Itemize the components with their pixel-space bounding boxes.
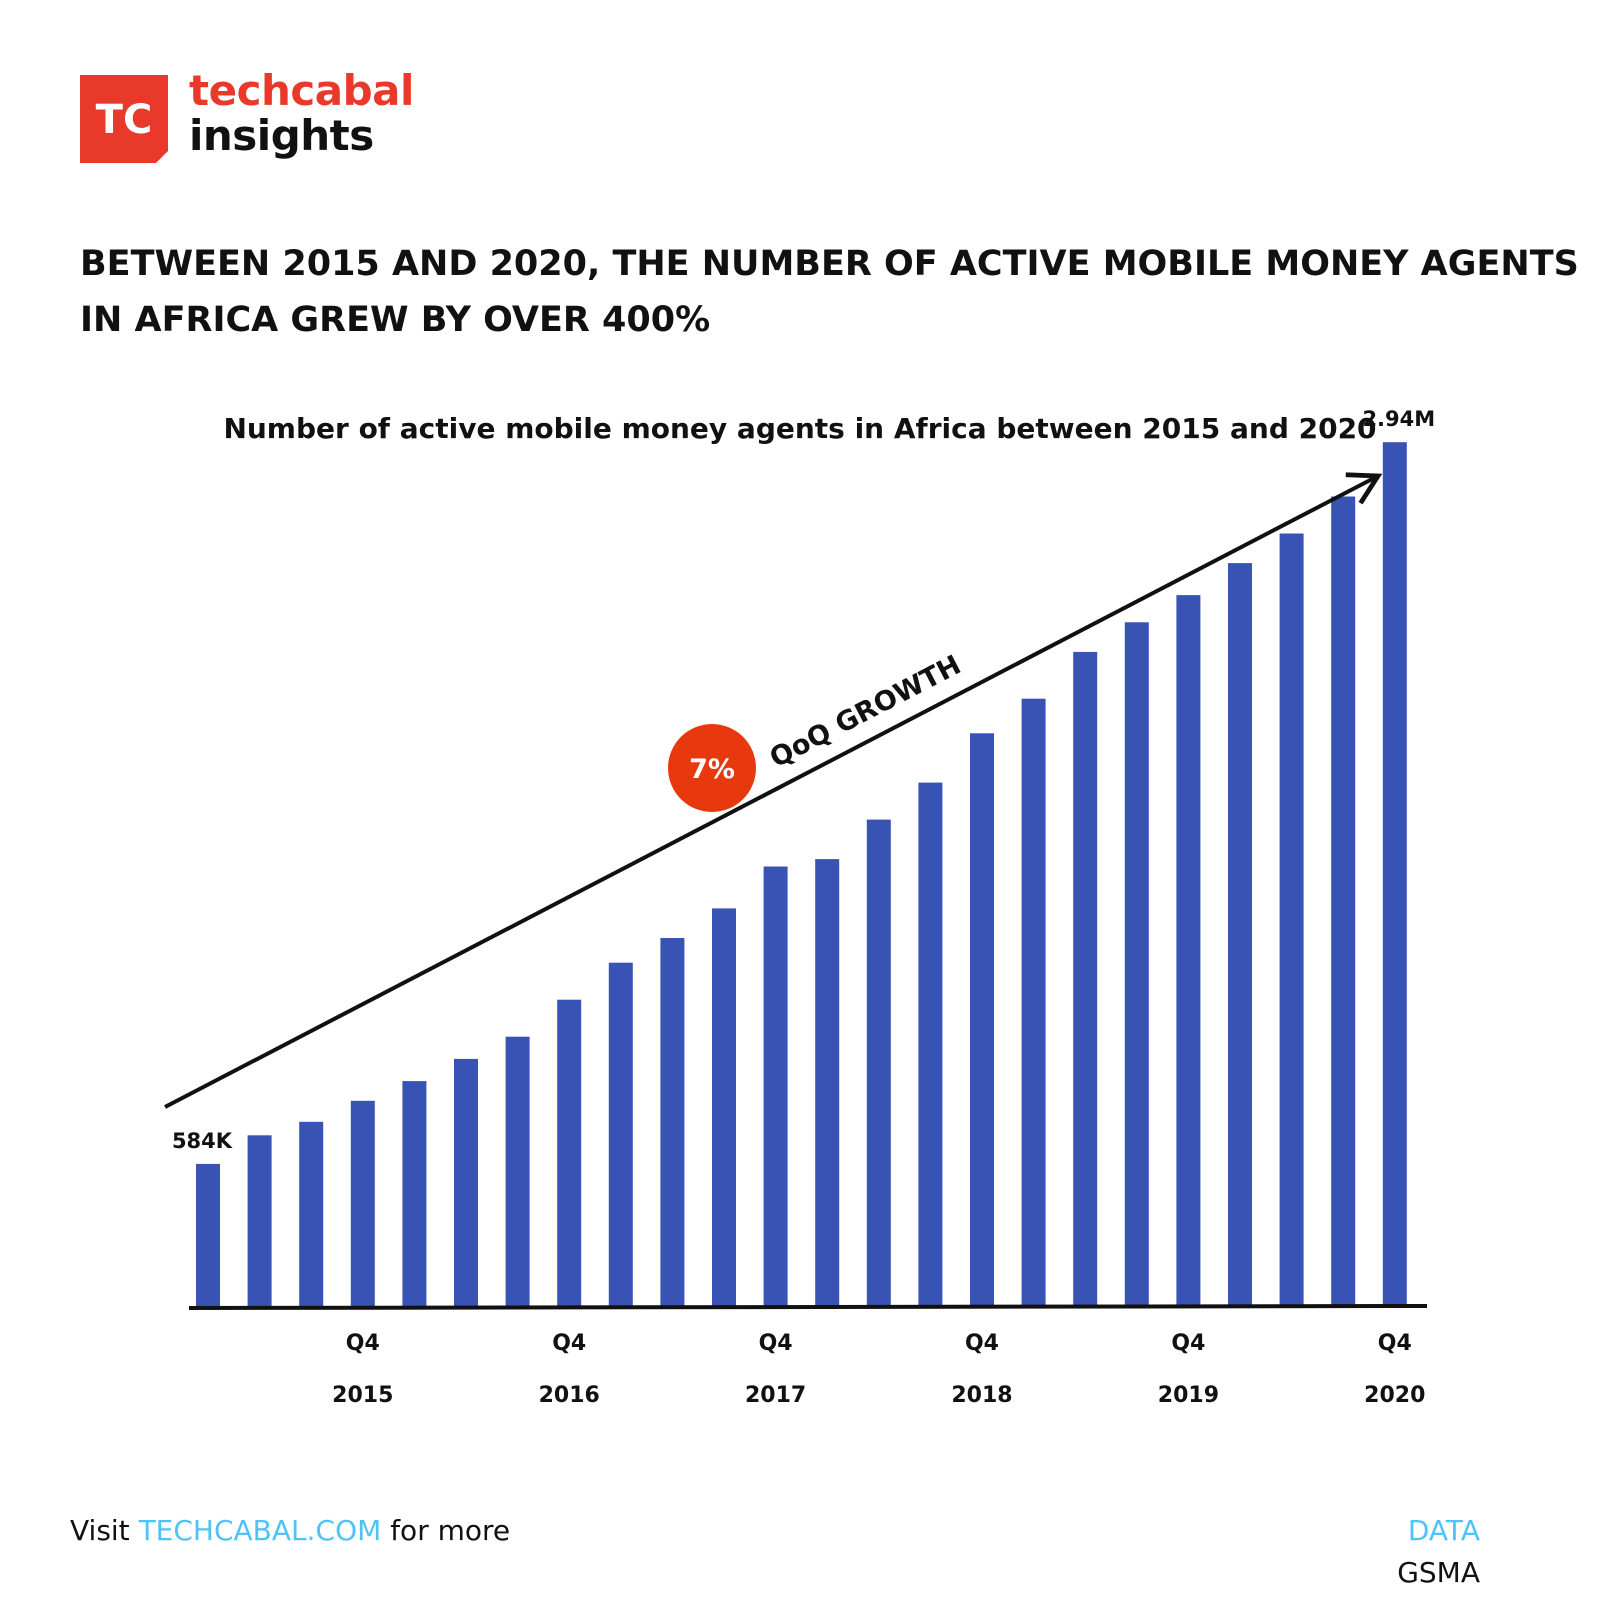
- x-axis-ticks: Q4 2015 Q4 2016 Q4 2017 Q4 2018 Q4 2019 Q4 2020: [332, 1331, 1425, 1408]
- tick-quarter-2020: Q4: [1378, 1331, 1412, 1356]
- bar-q1-2015: [196, 1163, 220, 1308]
- bar-q3-2016: [505, 1036, 530, 1308]
- last-value-label: 2.94M: [1362, 407, 1435, 431]
- logo-text: TC: [96, 97, 153, 143]
- bar-q3-2020: [1331, 496, 1356, 1308]
- bar-q3-2019: [1124, 622, 1149, 1308]
- tick-quarter-2015: Q4: [346, 1331, 380, 1356]
- bar-q1-2020: [1228, 563, 1252, 1308]
- bar-q4-2020: [1382, 442, 1407, 1308]
- bar-q2-2017: [660, 938, 685, 1308]
- bar-q3-2018: [918, 782, 943, 1308]
- growth-badge: [668, 724, 756, 812]
- page-headline: BETWEEN 2015 AND 2020, THE NUMBER OF ACT…: [80, 244, 1579, 340]
- tick-year-2016: 2016: [539, 1383, 600, 1408]
- tick-year-2018: 2018: [951, 1383, 1012, 1408]
- growth-trend-arrow: [164, 472, 1383, 1109]
- footer-source: GSMA: [1397, 1556, 1480, 1589]
- tick-year-2019: 2019: [1158, 1383, 1219, 1408]
- bar-q1-2018: [815, 859, 840, 1308]
- first-value-label: 584K: [172, 1129, 233, 1153]
- bar-q4-2016: [557, 999, 582, 1308]
- bar-q3-2015: [299, 1121, 324, 1308]
- growth-badge-label: 7%: [689, 754, 735, 785]
- bar-q4-2018: [970, 733, 994, 1308]
- tick-year-2017: 2017: [745, 1383, 806, 1408]
- footer-data-label: DATA: [1407, 1514, 1480, 1547]
- bar-q1-2017: [608, 962, 633, 1308]
- tick-year-2015: 2015: [332, 1383, 393, 1408]
- footer-visit: Visit: [70, 1514, 130, 1547]
- brand-subtitle: insights: [189, 111, 374, 160]
- bar-q2-2018: [866, 819, 891, 1308]
- bar-q2-2016: [454, 1058, 478, 1308]
- footer-link[interactable]: TECHCABAL.COM: [138, 1514, 382, 1547]
- bar-q1-2016: [402, 1081, 427, 1308]
- tick-quarter-2019: Q4: [1171, 1331, 1205, 1356]
- chart-title: Number of active mobile money agents in …: [223, 412, 1377, 445]
- brand-name: techcabal: [189, 66, 414, 115]
- tick-quarter-2017: Q4: [759, 1331, 793, 1356]
- footer-more: for more: [390, 1514, 511, 1547]
- tick-quarter-2016: Q4: [552, 1331, 586, 1356]
- tick-quarter-2018: Q4: [965, 1331, 999, 1356]
- tick-year-2020: 2020: [1364, 1383, 1425, 1408]
- bar-series: [196, 442, 1407, 1308]
- bar-q4-2019: [1176, 595, 1201, 1308]
- bar-q1-2019: [1021, 698, 1046, 1308]
- bar-q2-2015: [247, 1135, 272, 1308]
- bar-q4-2017: [763, 866, 788, 1308]
- footer-cta: Visit TECHCABAL.COM for more: [70, 1514, 510, 1547]
- bar-q3-2017: [712, 908, 736, 1308]
- techcabal-logo: TC: [80, 75, 168, 163]
- x-axis-line: [188, 1304, 1428, 1310]
- bar-q4-2015: [350, 1100, 375, 1308]
- bar-q2-2020: [1279, 533, 1304, 1308]
- growth-annotation: QoQ GROWTH: [765, 649, 966, 774]
- bar-q2-2019: [1073, 651, 1098, 1308]
